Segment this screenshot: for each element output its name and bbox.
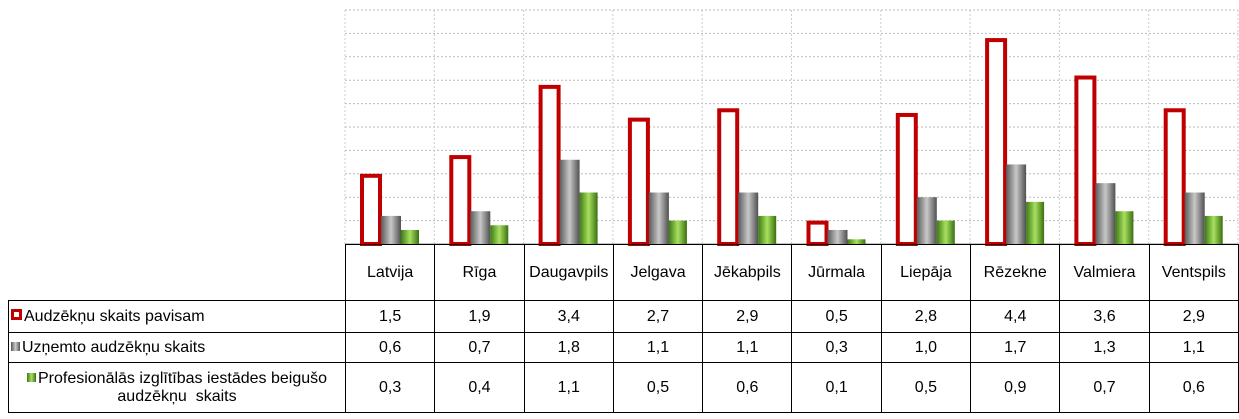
- category-label: Jēkabpils: [702, 244, 793, 301]
- bar: [1095, 183, 1116, 244]
- legend-label: Uzņemto audzēkņu skaits: [22, 338, 206, 356]
- category-label: Rīga: [434, 244, 525, 301]
- value-label: 1,9: [434, 300, 525, 333]
- legend-swatch: [11, 308, 22, 320]
- value-label: 0,6: [344, 332, 436, 363]
- bar: [936, 220, 955, 244]
- bar: [847, 239, 866, 244]
- value-label: 0,5: [791, 300, 882, 333]
- value-label: 3,4: [523, 300, 614, 333]
- bar: [381, 215, 401, 244]
- bar: [449, 155, 472, 246]
- bar: [1006, 164, 1027, 244]
- legend-label: Profesionālās izglītības iestādes beiguš…: [37, 369, 332, 405]
- legend-cell: Uzņemto audzēkņu skaits: [8, 332, 346, 363]
- value-label: 1,1: [523, 362, 614, 413]
- bar: [806, 220, 829, 247]
- blank: [9, 245, 346, 301]
- bar: [627, 117, 650, 246]
- bar: [490, 225, 509, 244]
- bar: [738, 192, 759, 244]
- series-row: Audzēkņu skaits pavisam 1,5 1,9 3,4 2,7 2,9 0,…: [8, 300, 1239, 333]
- value-label: 2,9: [702, 300, 793, 333]
- bar: [827, 229, 848, 244]
- bar: [360, 173, 382, 246]
- value-label: 1,0: [880, 332, 972, 363]
- value-label: 1,3: [1059, 332, 1150, 363]
- bar: [1163, 108, 1186, 246]
- value-label: 2,9: [1148, 300, 1239, 333]
- bar: [895, 112, 918, 246]
- value-label: 3,6: [1059, 300, 1150, 333]
- value-label: 2,7: [612, 300, 704, 333]
- category-label: Daugavpils: [523, 244, 614, 301]
- value-label: 0,3: [344, 362, 436, 413]
- category-label: Latvija: [344, 244, 436, 301]
- bar: [985, 38, 1008, 246]
- value-label: 4,4: [970, 300, 1061, 333]
- legend-cell: Profesionālās izglītības iestādes beiguš…: [8, 362, 346, 413]
- bar: [1204, 215, 1223, 244]
- value-label: 0,7: [1059, 362, 1150, 413]
- bar: [401, 229, 419, 244]
- value-label: 1,8: [523, 332, 614, 363]
- data-table: Latvija Rīga Daugavpils Jelgava Jēkabpils Jūr…: [8, 244, 1239, 413]
- bar: [648, 192, 669, 244]
- value-label: 1,1: [612, 332, 704, 363]
- value-label: 0,6: [702, 362, 793, 413]
- bar: [559, 159, 580, 244]
- value-label: 1,1: [1148, 332, 1239, 363]
- header-row: Latvija Rīga Daugavpils Jelgava Jēkabpils Jūr…: [9, 244, 1239, 301]
- bar: [1184, 192, 1205, 244]
- category-label: Rēzekne: [970, 244, 1061, 301]
- legend-cell: Audzēkņu skaits pavisam: [8, 300, 346, 333]
- category-label: Ventspils: [1148, 244, 1239, 301]
- bar: [579, 192, 598, 244]
- category-label: Jelgava: [612, 244, 704, 301]
- value-label: 0,3: [791, 332, 882, 363]
- value-label: 1,1: [702, 332, 793, 363]
- value-label: 1,5: [344, 300, 436, 333]
- value-label: 0,6: [1148, 362, 1239, 413]
- series-row: Uzņemto audzēkņu skaits 0,6 0,7 1,8 1,1 1,1 0,…: [8, 332, 1239, 363]
- value-label: 0,5: [880, 362, 972, 413]
- category-label: Jūrmala: [791, 244, 882, 301]
- value-label: 0,4: [434, 362, 525, 413]
- bar: [538, 84, 561, 246]
- legend-swatch: [11, 341, 20, 351]
- bar: [668, 220, 687, 244]
- legend-label: Audzēkņu skaits pavisam: [24, 307, 205, 325]
- value-label: 0,5: [612, 362, 704, 413]
- value-label: 2,8: [880, 300, 972, 333]
- category-label: Liepāja: [880, 244, 972, 301]
- bar: [758, 215, 777, 244]
- bar: [1026, 201, 1045, 244]
- value-label: 1,7: [970, 332, 1061, 363]
- bar: [1074, 75, 1097, 246]
- legend-swatch: [26, 372, 36, 382]
- bar: [1115, 211, 1134, 244]
- bar: [916, 197, 937, 244]
- bar: [470, 211, 491, 244]
- value-label: 0,1: [791, 362, 882, 413]
- category-label: Valmiera: [1059, 244, 1150, 301]
- bar: [717, 108, 740, 246]
- value-label: 0,7: [434, 332, 525, 363]
- series-row: Profesionālās izglītības iestādes beiguš…: [8, 362, 1239, 413]
- value-label: 0,9: [970, 362, 1061, 413]
